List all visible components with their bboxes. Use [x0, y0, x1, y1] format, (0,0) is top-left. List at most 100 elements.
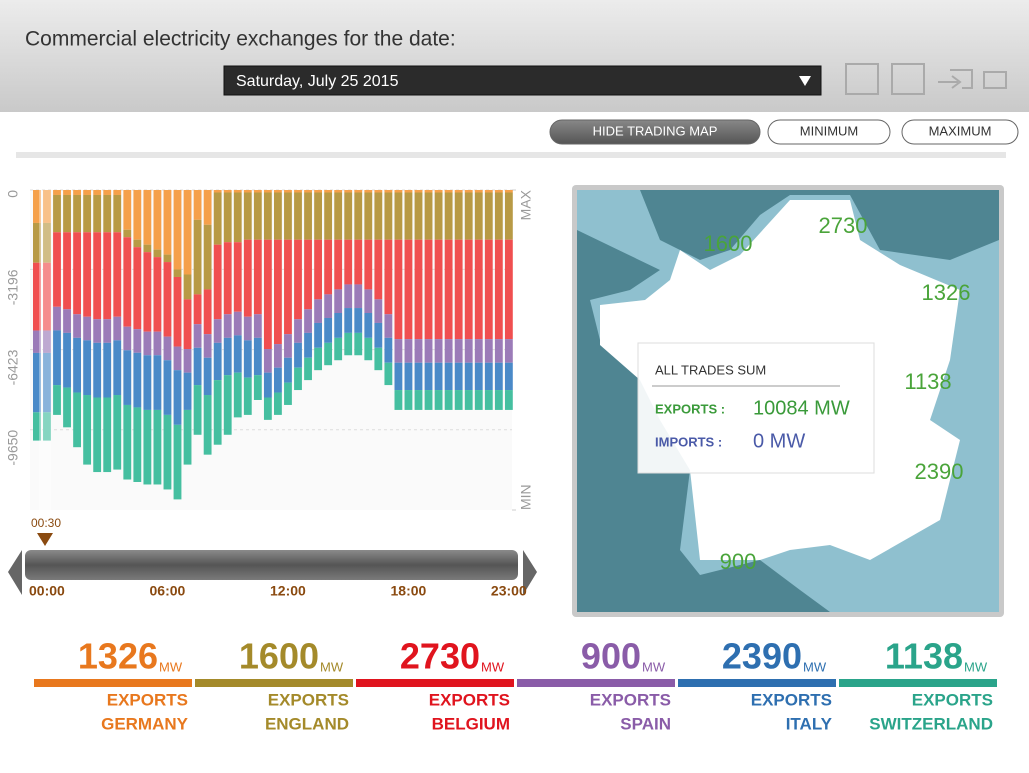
- bar-segment: [143, 252, 152, 332]
- bar-segment: [364, 289, 373, 314]
- bar-segment: [193, 190, 202, 220]
- date-dropdown[interactable]: [223, 65, 822, 96]
- bar-segment: [53, 190, 61, 195]
- bar-segment: [253, 337, 262, 376]
- button[interactable]: [767, 119, 891, 145]
- bar-segment: [404, 192, 413, 240]
- bar-segment: [294, 367, 302, 391]
- bar-segment: [203, 357, 212, 396]
- summary-bar: [195, 679, 353, 687]
- bar-segment: [233, 242, 242, 312]
- bar-segment: [183, 190, 192, 275]
- bar-segment: [434, 192, 443, 240]
- y2-tick-label: MAX: [518, 189, 534, 220]
- calendar-icon[interactable]: [845, 63, 879, 95]
- bar-segment: [444, 239, 453, 340]
- chart: 0 -3196 -6423 -9650 MAX MIN: [5, 189, 534, 511]
- print-icon[interactable]: [983, 71, 1007, 89]
- map-flow-label: 1326: [922, 280, 971, 305]
- bar-segment: [133, 407, 142, 482]
- bar-segment: [113, 190, 122, 195]
- bar-segment: [123, 326, 132, 351]
- bar-segment: [384, 192, 393, 240]
- bar-segment: [334, 313, 343, 338]
- bar-segment: [73, 194, 81, 233]
- bar-segment: [43, 352, 51, 413]
- bar-segment: [63, 309, 71, 333]
- bar-segment: [304, 332, 312, 358]
- bar-segment: [474, 362, 483, 391]
- date-text: Saturday, July 25 2015: [236, 73, 399, 90]
- bar-segment: [113, 232, 122, 317]
- summary-unit: MW: [964, 659, 988, 674]
- bar-segment: [424, 192, 433, 240]
- bar-segment: [334, 192, 343, 240]
- bar-segment: [474, 192, 483, 240]
- bar-segment: [123, 404, 132, 480]
- bar-segment: [183, 299, 192, 350]
- bar-segment: [213, 380, 222, 445]
- bar-segment: [484, 239, 493, 340]
- bar-segment: [364, 190, 373, 193]
- bar-segment: [263, 239, 272, 350]
- bar-segment: [484, 192, 493, 240]
- summary-unit: MW: [803, 659, 827, 674]
- bar-segment: [33, 190, 41, 223]
- bar-segment: [93, 397, 102, 473]
- time-slider[interactable]: [25, 550, 518, 580]
- selected-slot: [39, 190, 51, 510]
- map-flow-label: 900: [720, 549, 757, 574]
- bar-segment: [364, 192, 373, 240]
- bar-segment: [424, 239, 433, 340]
- button[interactable]: [549, 119, 761, 145]
- bar-segment: [53, 330, 61, 386]
- calendar-icon[interactable]: [891, 63, 925, 95]
- bar-segment: [113, 194, 122, 233]
- bar-segment: [103, 232, 112, 320]
- bar-segment: [223, 314, 232, 338]
- bar-segment: [444, 190, 453, 193]
- bar-segment: [83, 340, 92, 396]
- bar-segment: [354, 308, 363, 333]
- bar-segment: [494, 390, 503, 410]
- bar-segment: [474, 239, 483, 340]
- bar-segment: [364, 313, 373, 338]
- bar-segment: [163, 360, 172, 415]
- bar-segment: [354, 192, 363, 240]
- imports-label: IMPORTS :: [655, 434, 722, 449]
- bar-segment: [183, 409, 192, 465]
- bar-segment: [414, 339, 423, 363]
- summary-country: SPAIN: [620, 714, 671, 733]
- bar-segment: [203, 224, 212, 290]
- summary-country: ENGLAND: [265, 714, 349, 733]
- bar-segment: [173, 346, 182, 371]
- bar-segment: [324, 239, 333, 295]
- bar-segment: [43, 222, 51, 263]
- email-icon[interactable]: [938, 69, 973, 89]
- bar-segment: [83, 316, 92, 341]
- bar-segment: [53, 194, 61, 233]
- bar-segment: [103, 397, 112, 473]
- bar-segment: [354, 332, 363, 356]
- bar-segment: [93, 232, 102, 320]
- y-tick-label: 0: [5, 190, 21, 198]
- button[interactable]: [901, 119, 1019, 145]
- bar-segment: [233, 190, 242, 193]
- x-tick-label: 23:00: [491, 583, 527, 599]
- bar-segment: [294, 319, 302, 343]
- bar-segment: [304, 192, 312, 240]
- bar-segment: [183, 372, 192, 410]
- bar-segment: [43, 330, 51, 353]
- bar-segment: [394, 190, 403, 193]
- bar-segment: [454, 192, 463, 240]
- bar-segment: [404, 190, 413, 193]
- bar-segment: [274, 344, 282, 368]
- summary-bar: [678, 679, 836, 687]
- bar-segment: [103, 319, 112, 343]
- slider-marker[interactable]: [37, 533, 53, 546]
- bar-segment: [163, 190, 172, 255]
- bar-segment: [143, 190, 152, 245]
- bar-segment: [414, 239, 423, 340]
- bar-segment: [193, 324, 202, 348]
- summary-value: 2730: [400, 636, 480, 677]
